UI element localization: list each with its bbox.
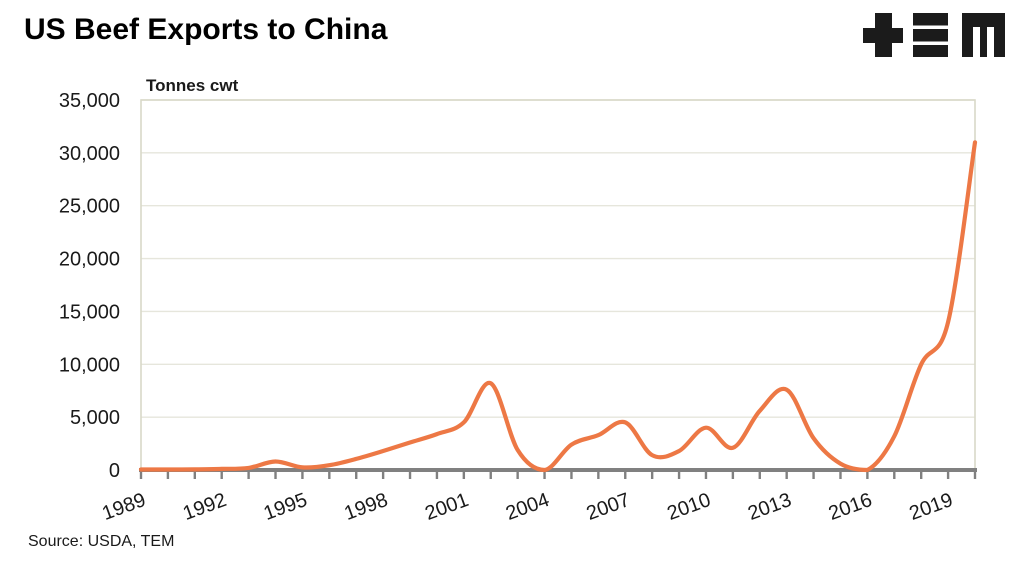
x-tick-label: 2010 bbox=[664, 489, 713, 525]
source-text: Source: USDA, TEM bbox=[28, 533, 175, 550]
y-tick-label: 30,000 bbox=[59, 143, 120, 165]
logo-bars-icon bbox=[913, 13, 948, 57]
y-tick-label: 10,000 bbox=[59, 354, 120, 376]
x-tick-label: 2001 bbox=[422, 489, 471, 525]
y-tick-label: 0 bbox=[109, 460, 120, 482]
logo-m-icon bbox=[962, 13, 1005, 57]
y-tick-label: 20,000 bbox=[59, 249, 120, 271]
x-tick-label: 2013 bbox=[745, 489, 794, 525]
series-line bbox=[138, 140, 978, 473]
x-tick-label: 1992 bbox=[180, 489, 229, 525]
x-tick-label: 2019 bbox=[906, 489, 955, 525]
page-title: US Beef Exports to China bbox=[24, 13, 388, 46]
tem-logo bbox=[863, 13, 1005, 57]
x-tick-label: 2004 bbox=[503, 489, 552, 525]
x-tick-label: 2016 bbox=[826, 489, 875, 525]
logo-plus-icon bbox=[863, 13, 903, 57]
plot-border bbox=[140, 99, 976, 471]
y-tick-label: 5,000 bbox=[70, 407, 120, 429]
x-tick-label: 2007 bbox=[584, 489, 633, 525]
y-axis-unit-label: Tonnes cwt bbox=[146, 76, 239, 95]
y-tick-label: 35,000 bbox=[59, 90, 120, 112]
y-tick-label: 25,000 bbox=[59, 196, 120, 218]
y-tick-label: 15,000 bbox=[59, 301, 120, 323]
x-tick-label: 1995 bbox=[261, 489, 310, 525]
x-tick-label: 1998 bbox=[341, 489, 390, 525]
x-tick-label: 1989 bbox=[99, 489, 148, 525]
